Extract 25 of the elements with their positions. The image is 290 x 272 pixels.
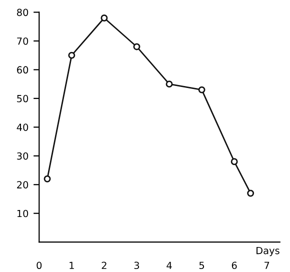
point	[230, 158, 238, 166]
x-tick-label: 6	[232, 262, 237, 270]
point	[100, 14, 108, 22]
point	[44, 175, 51, 182]
y-tick-label: 20	[17, 181, 28, 188]
point	[166, 80, 173, 88]
x-tick-label: 5	[199, 262, 204, 270]
point	[198, 86, 206, 94]
point	[68, 52, 76, 59]
x-tick-label: 3	[134, 262, 140, 270]
y-tick-label: 70	[17, 37, 28, 45]
x-tick-label: 1	[70, 262, 74, 269]
x-tick-label: 4	[166, 262, 172, 269]
y-tick-label: 40	[16, 124, 28, 131]
x-tick-label: 7	[264, 262, 270, 269]
y-tick-label: 60	[17, 66, 28, 74]
point	[247, 190, 254, 197]
y-tick-label: 80	[17, 8, 28, 16]
y-tick-label: 30	[17, 152, 28, 160]
x-tick-label: 2	[102, 262, 106, 269]
y-tick-label: 50	[17, 94, 28, 102]
x-axis-title: Days	[256, 246, 280, 256]
x-tick-label: 0	[36, 262, 42, 270]
point	[133, 43, 140, 50]
y-tick-label: 10	[17, 210, 28, 218]
